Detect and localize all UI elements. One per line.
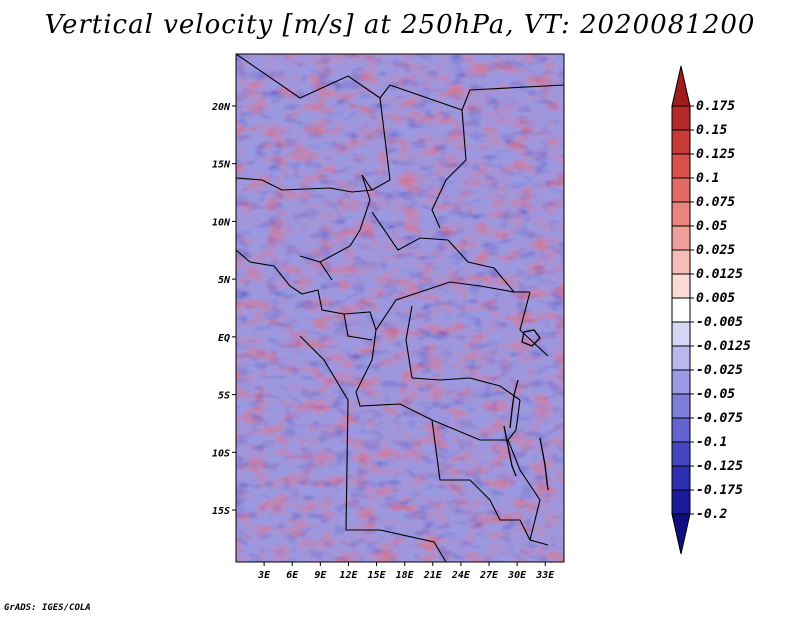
colorbar-label: 0.125 [696,147,735,162]
colorbar-swatch [671,489,691,515]
x-tick-label: 33E [535,570,555,581]
x-tick-label: 6E [286,570,299,581]
colorbar-swatch [671,201,691,227]
x-tick-label: 9E [314,570,327,581]
y-tick-label: 10S [212,448,230,459]
colorbar-swatch [671,105,691,131]
y-axis: 20N 15N 10N 5N EQ 5S 10S 15S [211,102,236,517]
colorbar-label: -0.005 [696,315,743,330]
y-tick-label: EQ [218,333,230,344]
colorbar-label: 0.175 [696,99,735,114]
colorbar-swatch [671,249,691,275]
colorbar-swatch [671,393,691,419]
colorbar-swatch [671,177,691,203]
chart-title: Vertical velocity [m/s] at 250hPa, VT: 2… [44,10,756,40]
x-tick-label: 30E [507,570,527,581]
velocity-field [236,54,564,562]
y-tick-label: 5S [218,391,230,402]
colorbar-label: 0.005 [696,291,735,306]
colorbar-swatch [671,273,691,299]
x-tick-label: 24E [451,570,471,581]
x-tick-label: 21E [423,570,443,581]
y-tick-label: 15S [212,506,230,517]
plot-frame [235,53,565,563]
colorbar-label: -0.075 [696,411,743,426]
colorbar-swatch [671,417,691,443]
colorbar-swatch [671,153,691,179]
colorbar-label: 0.15 [696,123,727,138]
colorbar-label: 0.0125 [696,267,743,282]
x-axis: 3E 6E 9E 12E 15E 18E 21E 24E 27E 30E 33E [257,562,555,581]
x-tick-label: 12E [339,570,358,581]
y-tick-label: 15N [212,160,231,171]
y-tick-label: 5N [218,275,231,286]
colorbar-swatch [671,65,691,107]
colorbar-swatch [671,225,691,251]
y-tick-label: 20N [211,102,231,113]
colorbar-label: -0.1 [696,435,727,450]
x-tick-label: 3E [257,570,271,581]
colorbar-label: -0.025 [696,363,743,378]
colorbar-swatch [671,321,691,347]
colorbar-label: -0.2 [696,507,727,522]
x-tick-label: 15E [368,570,387,581]
colorbar-swatch [671,129,691,155]
colorbar-swatch [671,369,691,395]
colorbar-label: -0.0125 [696,339,751,354]
colorbar-swatch [671,345,691,371]
lakes [503,329,549,491]
x-tick-label: 18E [396,570,415,581]
colorbar-label: 0.025 [696,243,735,258]
country-borders [236,54,564,562]
grads-credit: GrADS: IGES/COLA [4,603,91,613]
x-tick-label: 27E [479,570,499,581]
colorbar-label: 0.1 [696,171,719,186]
colorbar-swatch [671,513,691,555]
y-tick-label: 10N [212,217,231,228]
colorbar-label: -0.175 [696,483,743,498]
colorbar-swatch [671,441,691,467]
colorbar-label: -0.05 [696,387,735,402]
colorbar: 0.175 0.15 0.125 0.1 0.075 0.05 0.025 0.0125 0.0… [671,65,751,555]
colorbar-label: 0.075 [696,195,735,210]
colorbar-swatch [671,297,691,323]
colorbar-label: 0.05 [696,219,727,234]
colorbar-swatch [671,465,691,491]
colorbar-label: -0.125 [696,459,743,474]
